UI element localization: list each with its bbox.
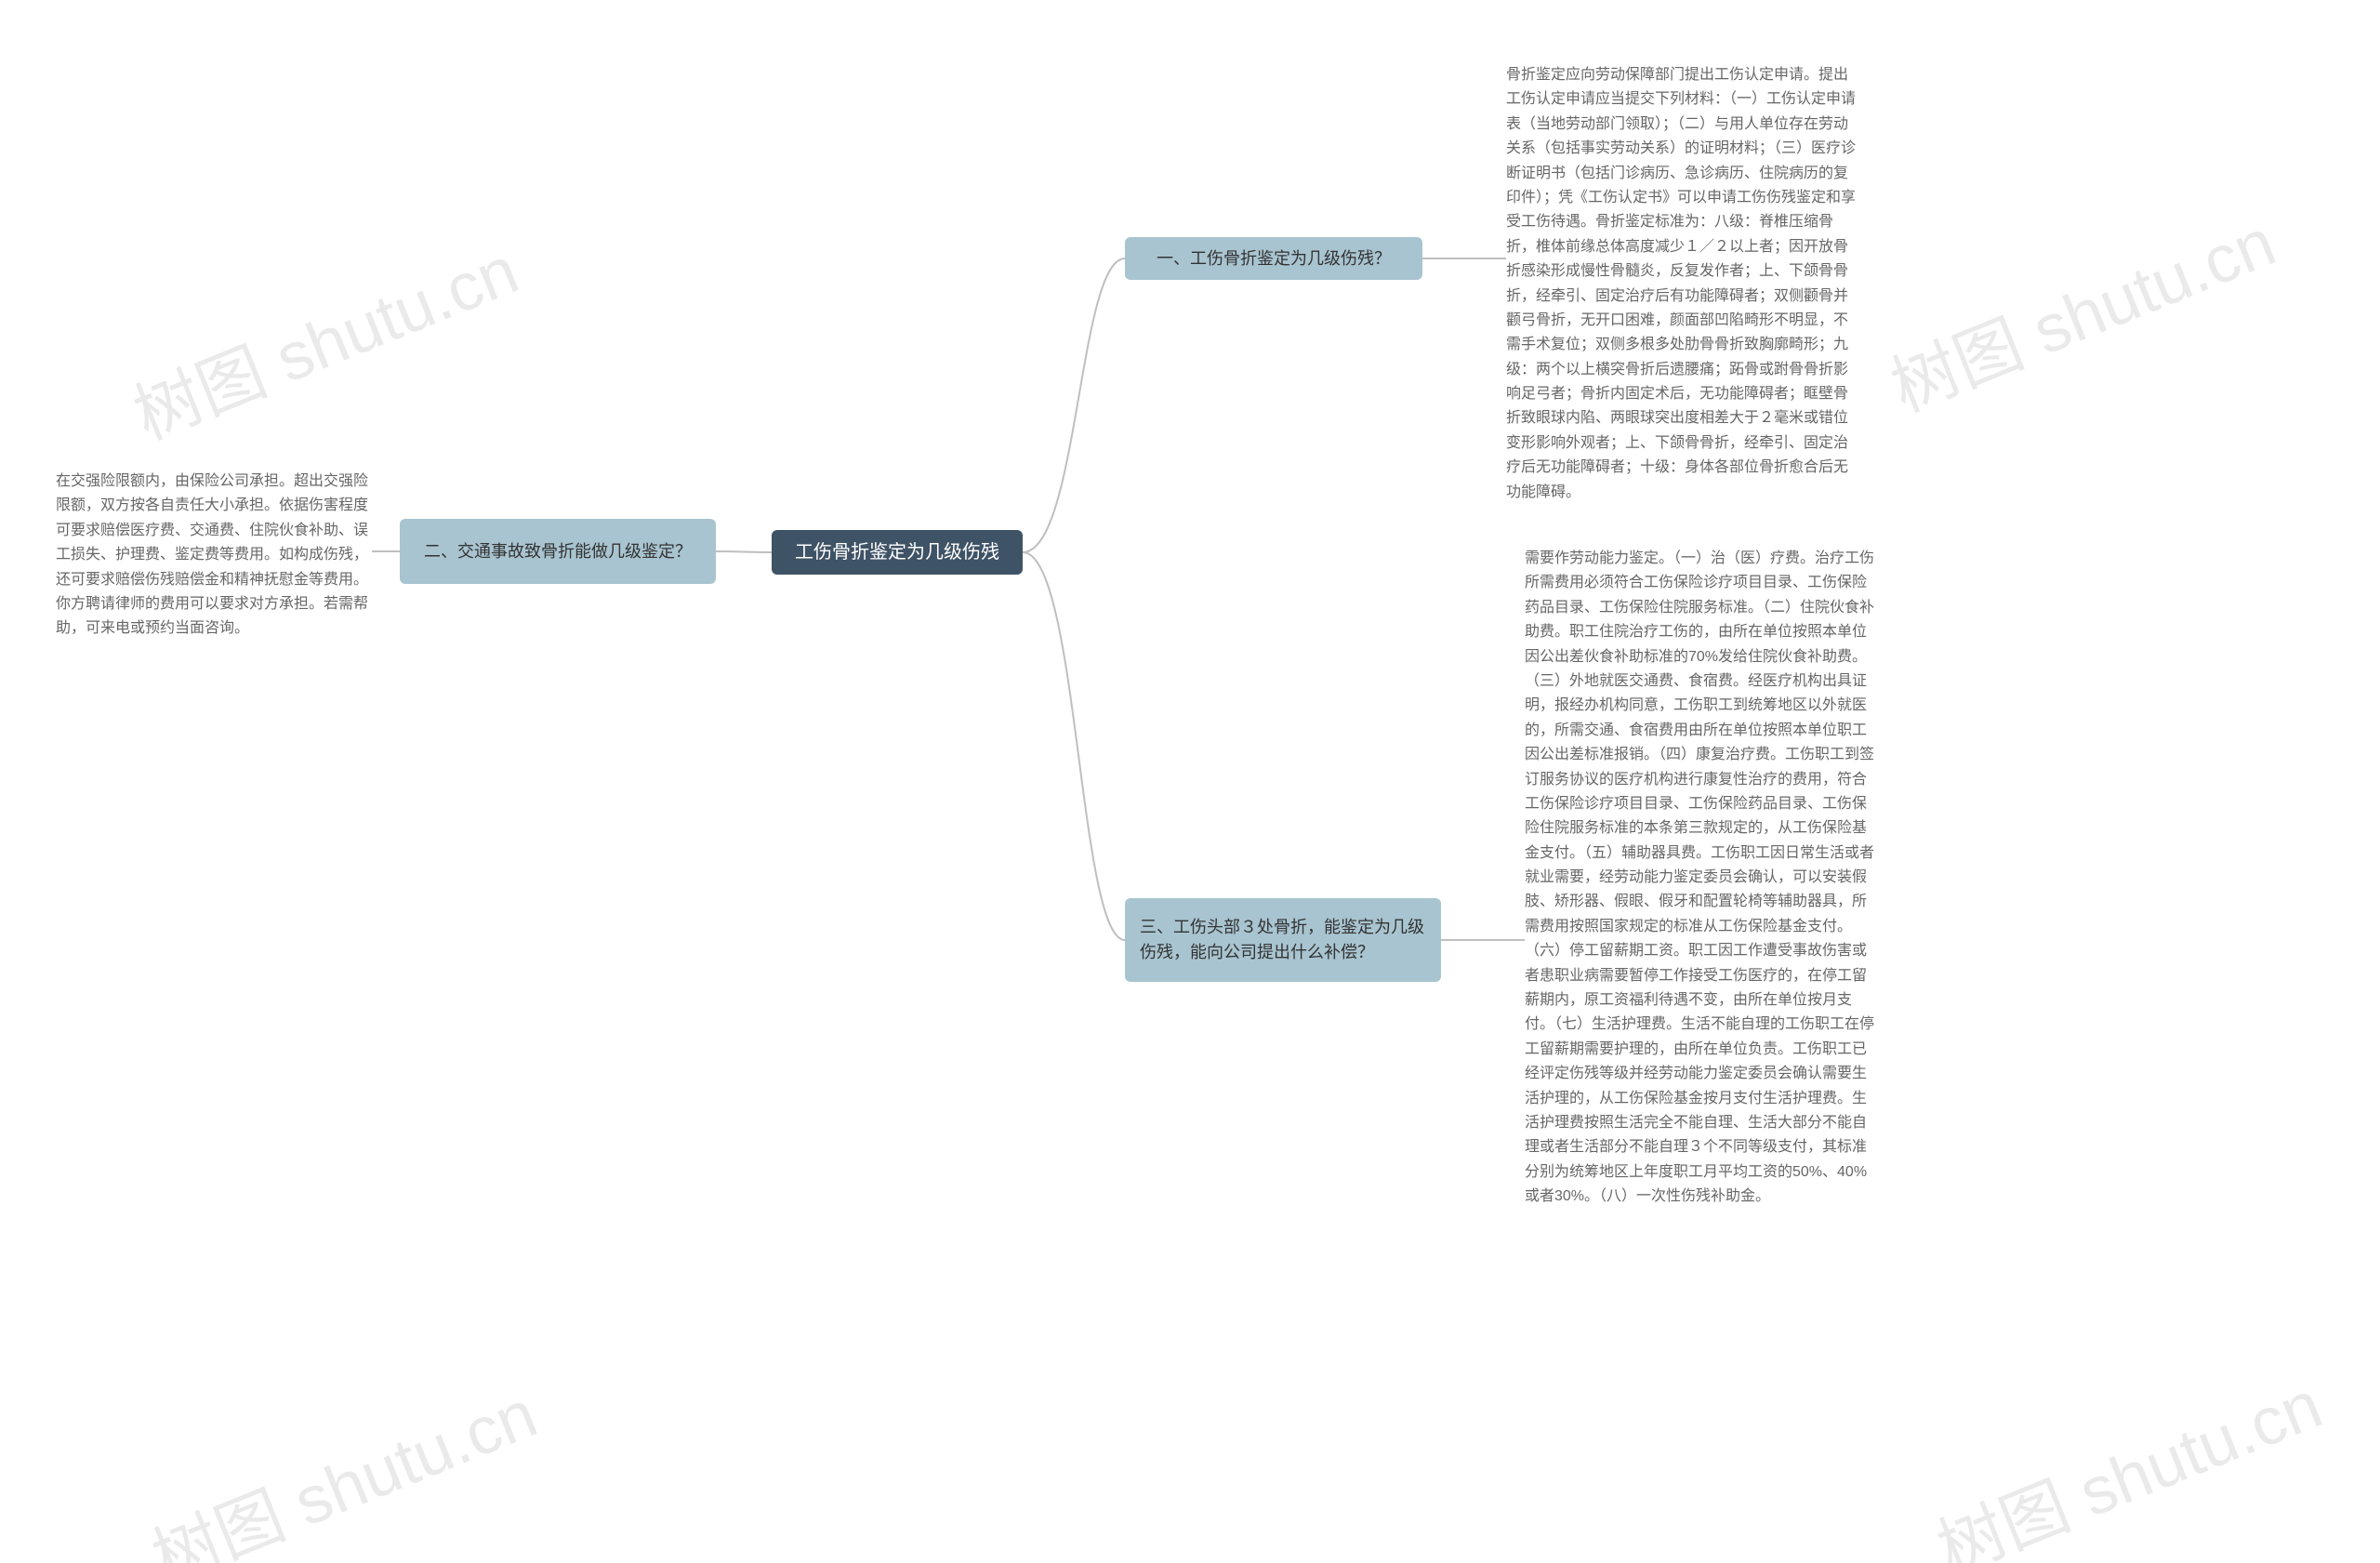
leaf-text-3: 需要作劳动能力鉴定。（一）治（医）疗费。治疗工伤所需费用必须符合工伤保险诊疗项目… [1525,547,1878,1210]
connector [1023,258,1125,552]
branch-label: 三、工伤头部３处骨折，能鉴定为几级伤残，能向公司提出什么补偿？ [1140,915,1426,965]
branch-node-2[interactable]: 二、交通事故致骨折能做几级鉴定？ [400,519,716,584]
watermark: 树图 shutu.cn [1921,1350,2334,1563]
branch-label: 一、工伤骨折鉴定为几级伤残？ [1157,246,1391,272]
root-node[interactable]: 工伤骨折鉴定为几级伤残 [772,530,1023,575]
branch-node-1[interactable]: 一、工伤骨折鉴定为几级伤残？ [1125,237,1422,280]
connector-layer [0,0,2380,1563]
root-label: 工伤骨折鉴定为几级伤残 [795,538,999,566]
leaf-text-2: 在交强险限额内，由保险公司承担。超出交强险限额，双方按各自责任大小承担。依据伤害… [56,470,372,642]
watermark: 树图 shutu.cn [136,1359,549,1563]
watermark: 树图 shutu.cn [1874,188,2287,430]
connector [716,551,772,552]
watermark: 树图 shutu.cn [117,216,530,458]
branch-label: 二、交通事故致骨折能做几级鉴定？ [424,539,692,564]
branch-node-3[interactable]: 三、工伤头部３处骨折，能鉴定为几级伤残，能向公司提出什么补偿？ [1125,898,1441,982]
connector [1023,552,1125,940]
leaf-text-1: 骨折鉴定应向劳动保障部门提出工伤认定申请。提出工伤认定申请应当提交下列材料：（一… [1506,63,1859,505]
